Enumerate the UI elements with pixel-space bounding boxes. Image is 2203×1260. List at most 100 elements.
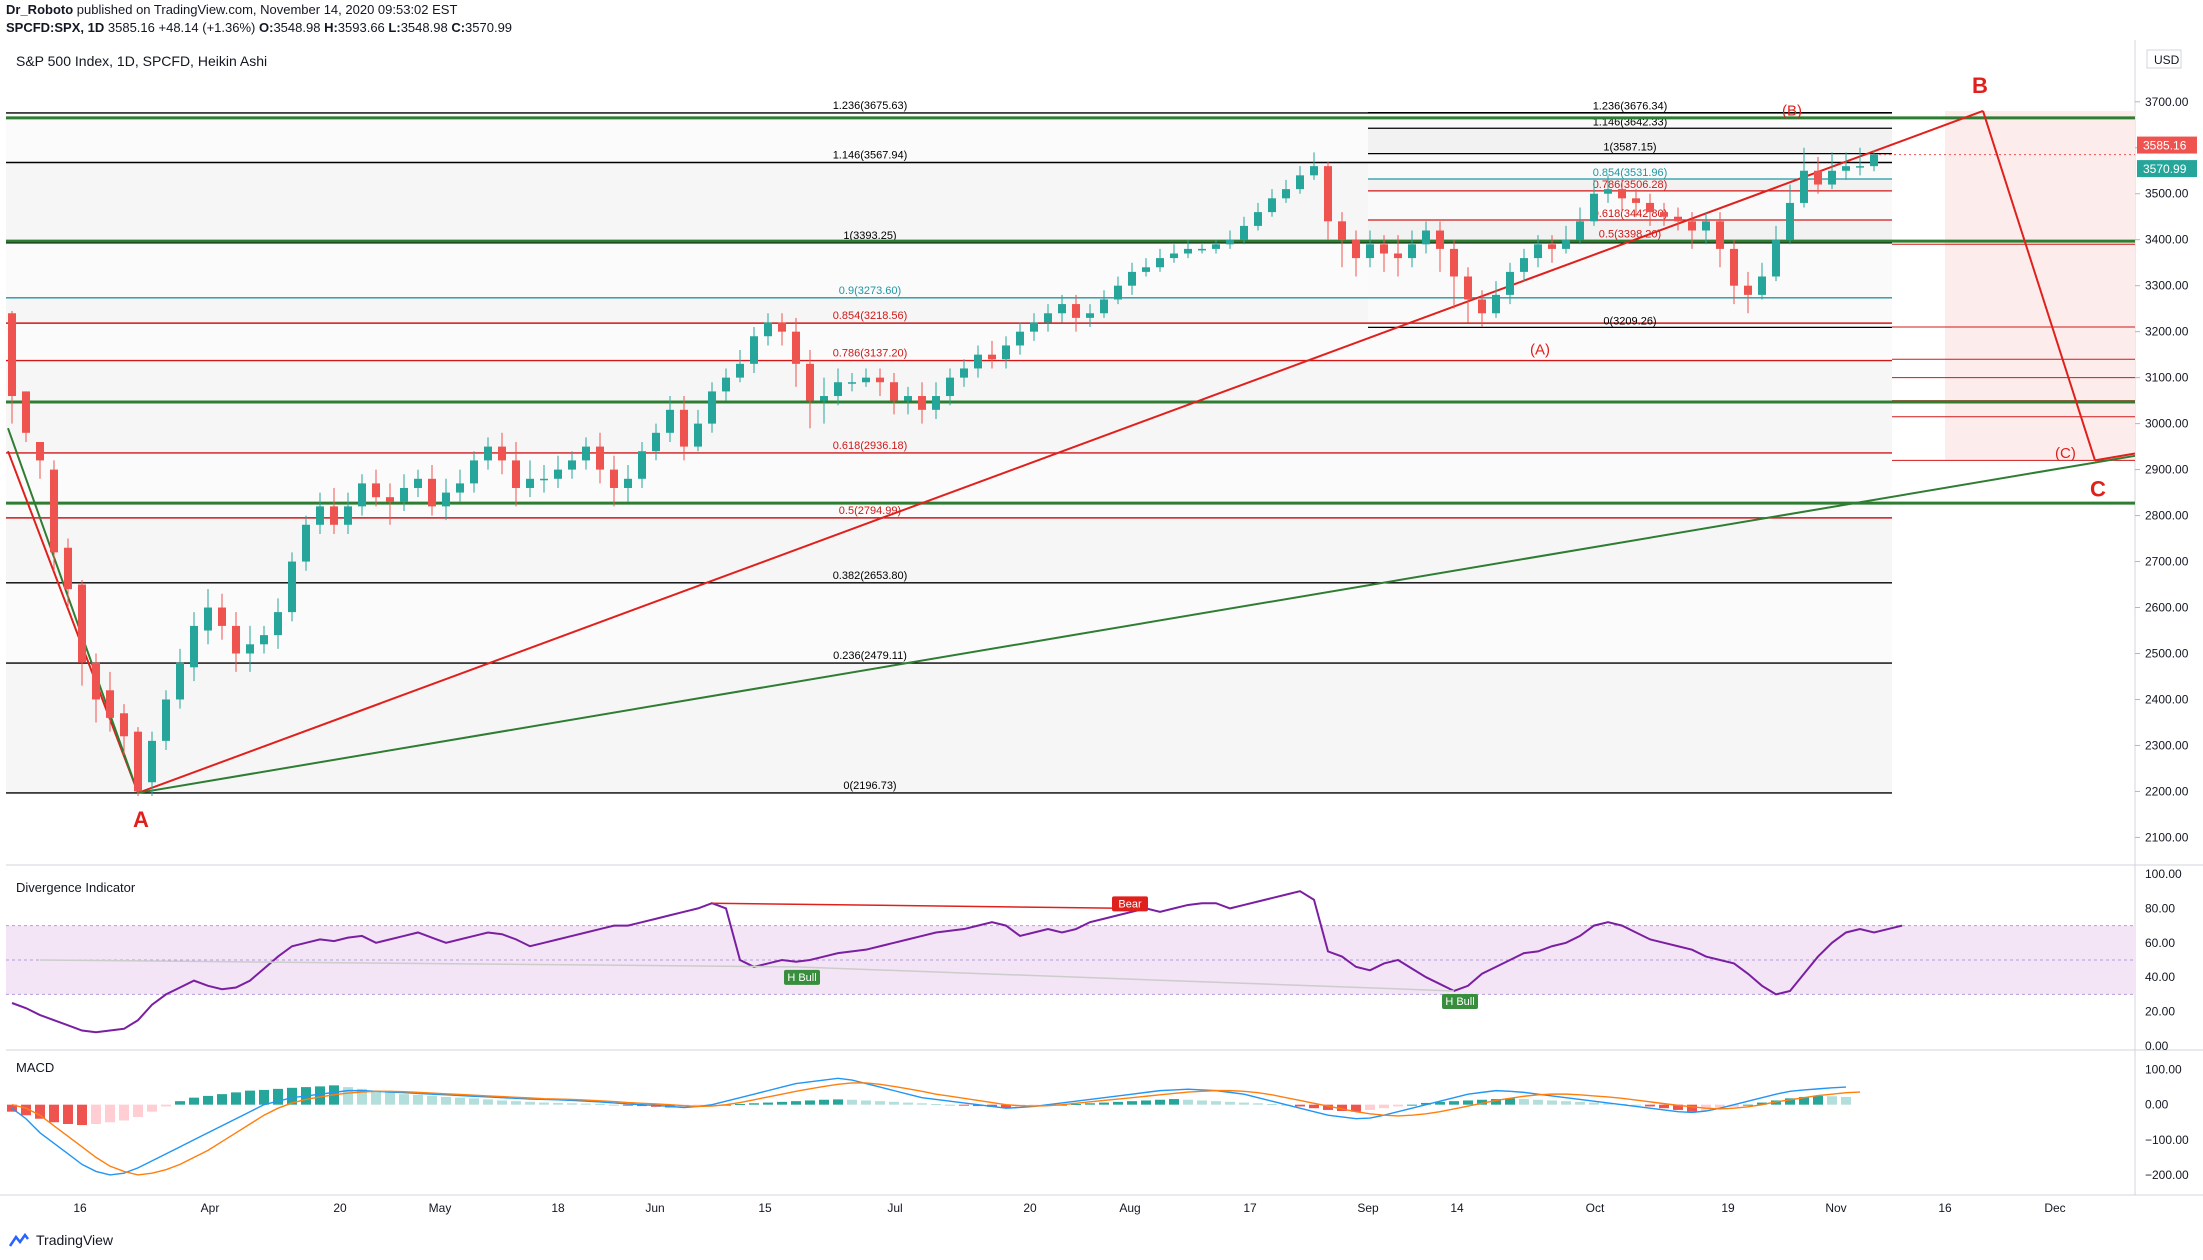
macd-histogram-bar [1309,1104,1319,1109]
candle-body-up [1198,248,1206,251]
time-tick-label: Jun [645,1201,664,1215]
macd-histogram-bar [1183,1099,1193,1105]
macd-histogram-bar [1197,1100,1207,1105]
candle-body-up [176,662,184,700]
candle-body-up [1282,189,1290,199]
candle-body-up [1492,294,1500,314]
macd-histogram-bar [287,1087,297,1105]
candle-body-up [1212,244,1220,249]
macd-histogram-bar [847,1099,857,1105]
candle-body-up [1170,253,1178,259]
candle-body-up [400,487,408,502]
candle-body-up [1240,225,1248,240]
fib-zone [6,360,1892,453]
rsi-tick-label: 40.00 [2145,970,2175,984]
chart-canvas[interactable]: 1.236(3675.63) 1.146(3567.94) 1(3393.25) 0.… [0,40,2203,1230]
macd-histogram-bar [1449,1101,1459,1105]
rsi-line [11,890,1903,1034]
tradingview-logo[interactable]: TradingView [8,1232,113,1248]
fib-zone [6,582,1892,664]
candle-body-up [204,607,212,631]
fib-level-label: 0.382(2653.80) [833,570,908,582]
currency-label: USD [2154,53,2180,67]
macd-histogram-bar [1645,1104,1655,1107]
macd-histogram-bar [693,1104,703,1107]
macd-histogram-bar [1001,1104,1011,1108]
candle-body-up [1184,248,1192,254]
price-tick-label: 2300.00 [2145,738,2189,752]
macd-histogram-bar [525,1101,535,1105]
macd-histogram-bar [91,1104,101,1124]
macd-histogram-bar [1477,1099,1487,1105]
candle-body-down [778,322,786,332]
time-tick-label: 20 [333,1201,347,1215]
candle-body-up [1870,154,1878,167]
candle-body-up [946,377,954,397]
macd-histogram-bar [1379,1104,1389,1109]
time-tick-label: 15 [758,1201,772,1215]
candle-body-up [1226,239,1234,245]
price-tick-label: 2600.00 [2145,601,2189,615]
macd-histogram-bar [1799,1096,1809,1105]
macd-histogram-bar [77,1104,87,1126]
publish-info: Dr_Roboto published on TradingView.com, … [6,2,457,17]
candle-body-down [918,396,926,410]
close-value: 3570.99 [465,20,513,35]
high-value: 3593.66 [337,20,385,35]
high-label: H: [324,20,338,35]
macd-histogram-bar [1169,1099,1179,1105]
fib2-level-label: 0(3209.26) [1603,315,1656,327]
signal-line [11,1082,1861,1176]
tradingview-cloud-icon [8,1233,29,1247]
candle-body-down [1352,239,1360,259]
candle-body-down [428,478,436,507]
macd-label[interactable]: MACD [16,1060,55,1075]
time-tick-label: 14 [1450,1201,1464,1215]
candle-body-down [498,446,506,461]
candle-body-up [1562,239,1570,249]
macd-histogram-bar [1561,1101,1571,1105]
candle-body-down [1478,299,1486,314]
candle-body-up [274,612,282,636]
candle-body-down [680,409,688,447]
candle-body-up [246,644,254,654]
hbull-divergence-line [795,966,1455,992]
macd-histogram-bar [511,1101,521,1105]
fib-zone [6,452,1892,518]
candle-body-up [456,483,464,493]
candle-body-up [1310,166,1318,176]
time-tick-label: Oct [1586,1201,1605,1215]
macd-histogram-bar [203,1095,213,1105]
candle-body-up [904,396,912,401]
wave-line-green [7,427,139,794]
last-price-badge [2137,136,2197,154]
macd-histogram-bar [469,1098,479,1105]
candle-body-down [22,391,30,433]
macd-histogram-bar [1029,1104,1039,1107]
wave-label-c: C [2090,476,2106,501]
candle-body-up [960,368,968,378]
fib-level-label: 1(3393.25) [843,230,896,242]
macd-histogram-bar [1211,1101,1221,1105]
candle-body-down [792,331,800,364]
candle-body-down [8,313,16,397]
macd-histogram-bar [399,1094,409,1105]
candle-body-up [1758,276,1766,295]
macd-histogram-bar [763,1102,773,1105]
candle-body-up [1800,170,1808,203]
time-tick-label: 18 [551,1201,565,1215]
candle-body-down [1646,202,1654,213]
hbull-badge-1-bg [784,969,820,985]
macd-histogram-bar [805,1100,815,1105]
author-name[interactable]: Dr_Roboto [6,2,74,17]
divergence-indicator-label[interactable]: Divergence Indicator [16,880,136,895]
candle-body-down [106,690,114,718]
candle-body-up [1366,244,1374,259]
macd-histogram-bar [1225,1101,1235,1105]
macd-histogram-bar [581,1103,591,1105]
fib-level-label: 0.9(3273.60) [839,285,901,297]
macd-histogram-bar [567,1103,577,1105]
candle-body-down [232,625,240,654]
macd-histogram-bar [539,1102,549,1105]
candle-body-down [988,354,996,360]
